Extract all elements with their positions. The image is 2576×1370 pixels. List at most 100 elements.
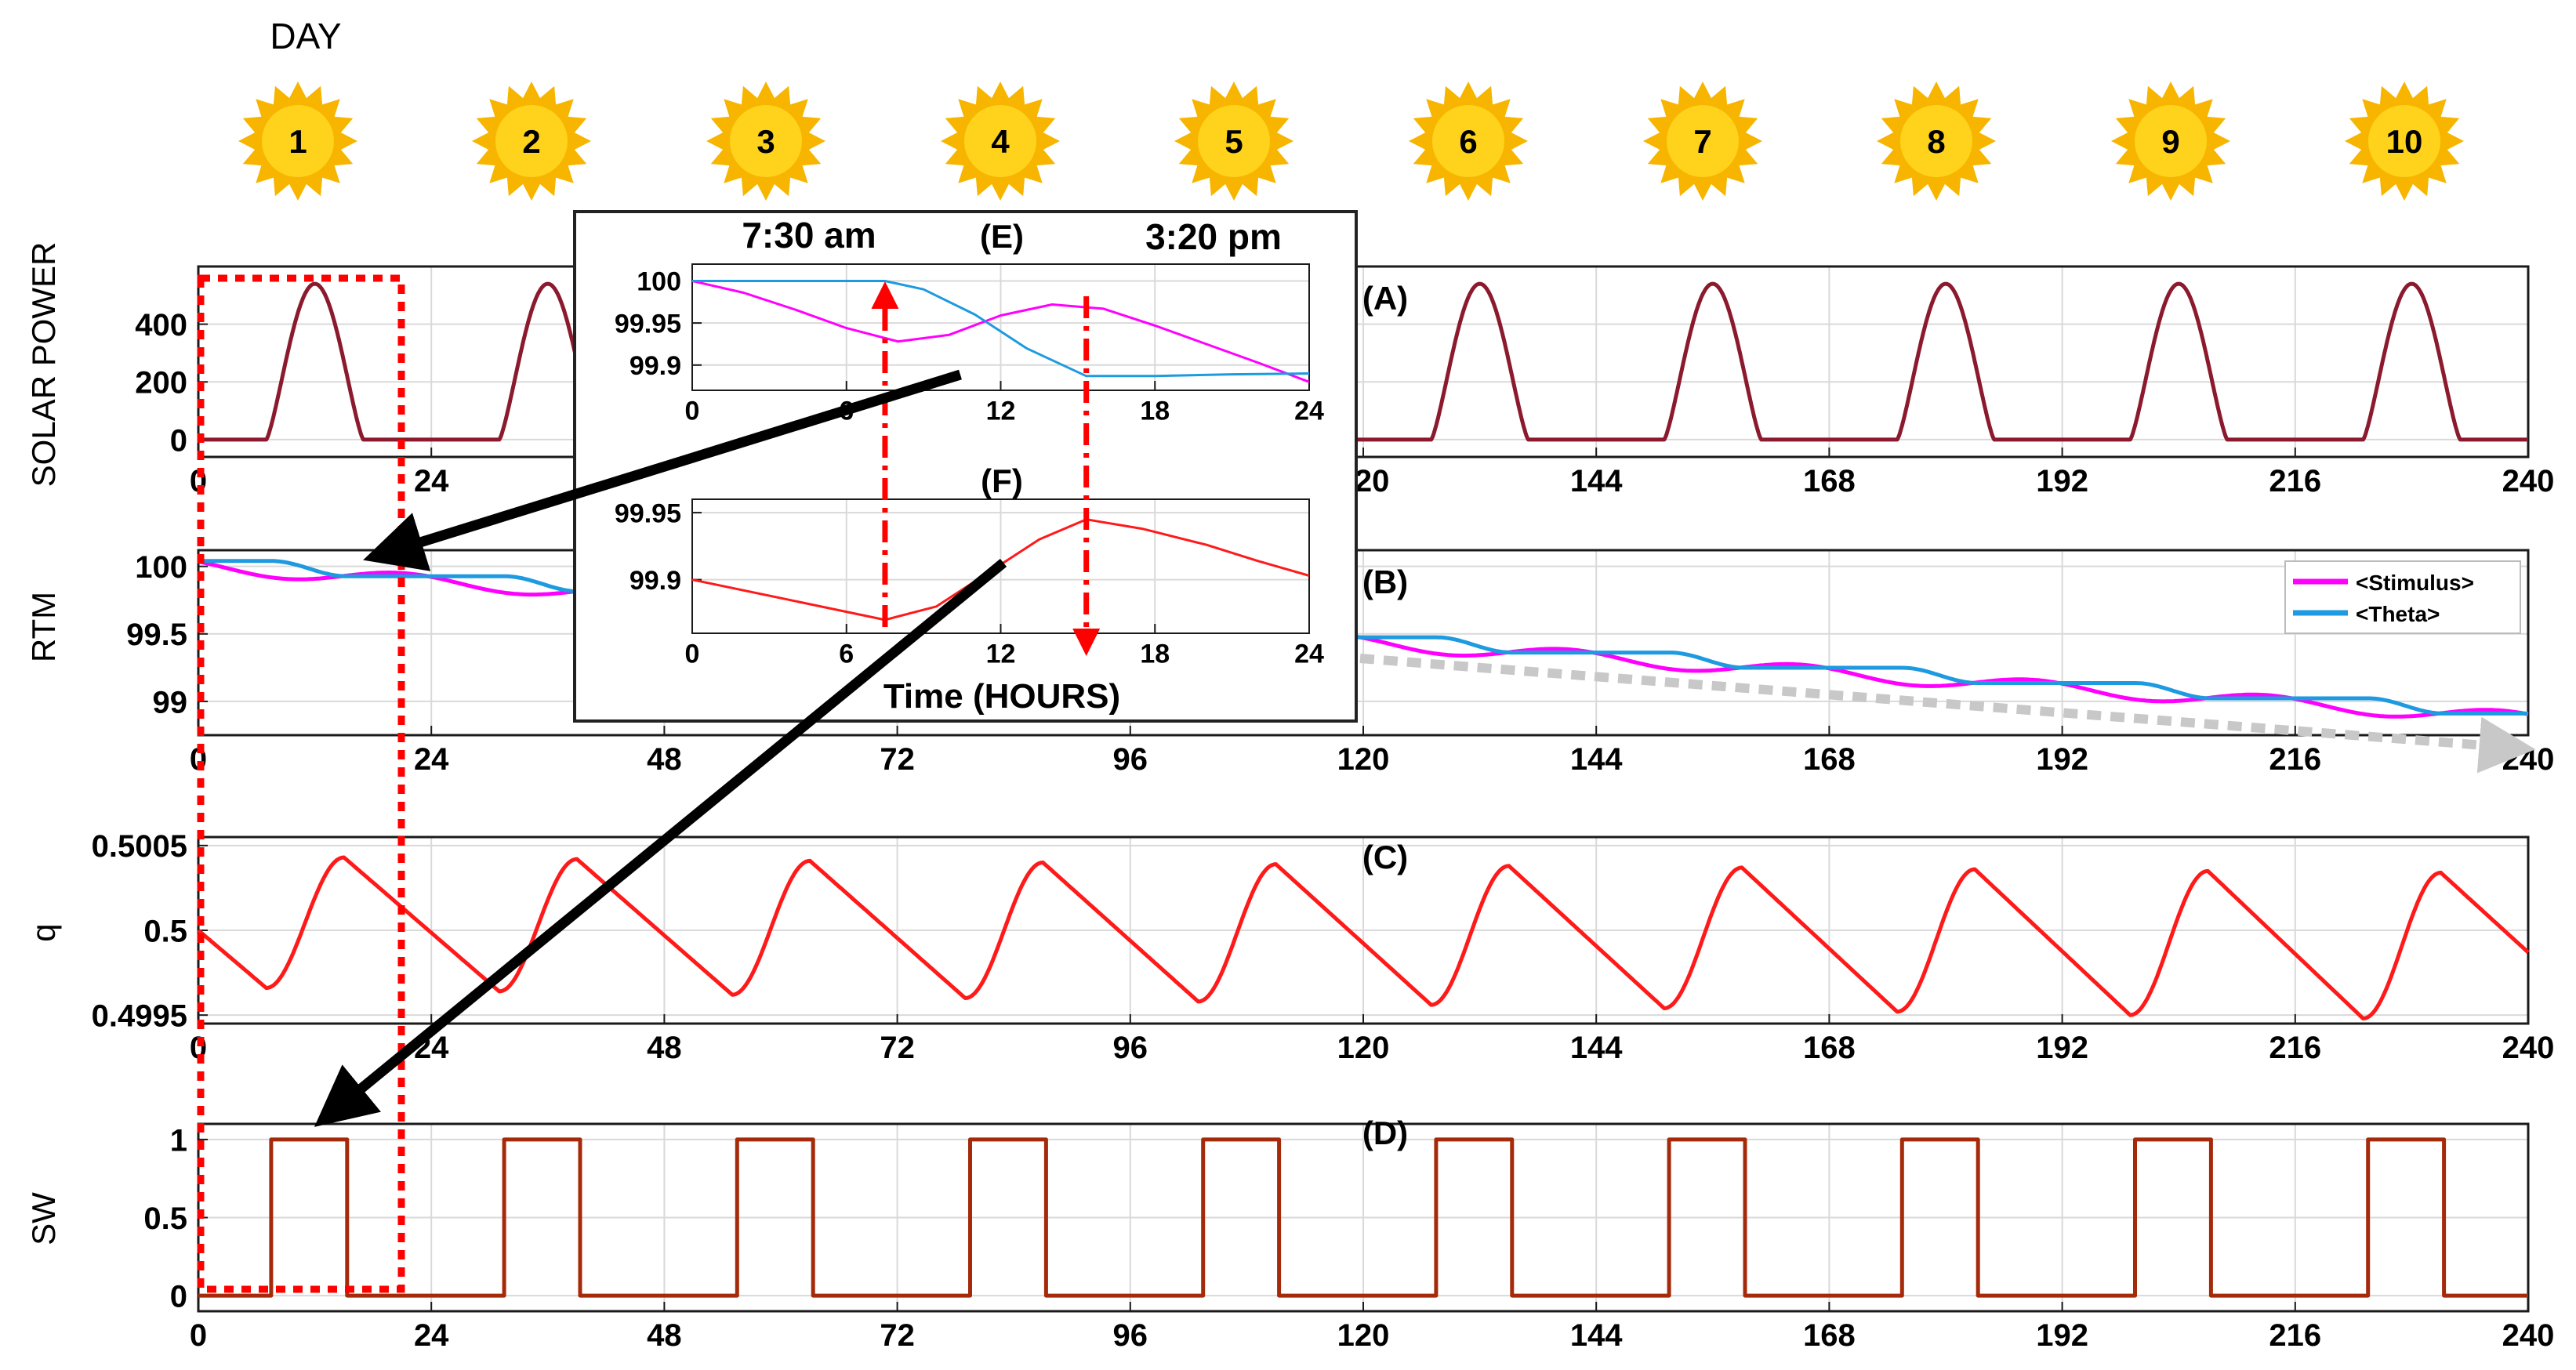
- x-tick-label: 192: [2036, 1318, 2088, 1353]
- sun-disc: [964, 105, 1036, 177]
- y-tick-label: 99.9: [629, 351, 681, 381]
- y-tick-label: 99.95: [615, 309, 681, 339]
- y-tick-label: 0.5: [143, 914, 187, 948]
- x-tick-label: 24: [414, 464, 449, 498]
- x-axis-label: Time (HOURS): [883, 677, 1120, 716]
- y-axis-label: SW: [25, 1192, 62, 1245]
- x-tick-label: 168: [1803, 1318, 1856, 1353]
- x-tick-label: 72: [880, 1031, 915, 1065]
- q-line: [691, 518, 1310, 622]
- x-tick-label: 0: [685, 639, 700, 669]
- pointer-arrow-f: [314, 558, 1007, 1127]
- time-annotation-right: 3:20 pm: [1145, 216, 1282, 257]
- y-tick-label: 0.5005: [92, 829, 187, 864]
- sun-disc: [730, 105, 802, 177]
- y-tick-label: 99: [153, 685, 188, 719]
- sun-icon: 3: [706, 82, 825, 201]
- x-tick-label: 24: [414, 742, 449, 777]
- sun-day-number: 2: [522, 123, 540, 160]
- day1-highlight-box: [197, 274, 405, 1293]
- stimulus-line: [691, 280, 1310, 383]
- y-tick-label: 99.5: [126, 618, 187, 652]
- y-tick-label: 100: [135, 550, 187, 585]
- x-tick-label: 240: [2502, 1318, 2555, 1353]
- panel-e-label: (E): [980, 218, 1024, 255]
- x-tick-label: 144: [1570, 1318, 1623, 1353]
- y-tick-label: 0: [170, 423, 187, 458]
- y-tick-label: 0.4995: [92, 999, 187, 1034]
- x-tick-label: 24: [1294, 639, 1324, 669]
- legend-box: [2284, 560, 2521, 634]
- x-tick-label: 168: [1803, 1031, 1856, 1065]
- sun-disc: [1667, 105, 1739, 177]
- sun-day-number: 9: [2161, 123, 2179, 160]
- sun-row: 1 2 3 4 5 6 7 8 9 10: [238, 82, 2464, 201]
- x-tick-label: 12: [986, 396, 1016, 426]
- x-tick-label: 18: [1140, 396, 1170, 426]
- y-tick-label: 100: [637, 267, 681, 297]
- x-tick-label: 120: [1337, 1031, 1390, 1065]
- pointer-arrow-e: [363, 369, 962, 571]
- x-tick-label: 48: [647, 1031, 682, 1065]
- x-tick-label: 72: [880, 1318, 915, 1353]
- x-tick-label: 216: [2269, 1031, 2321, 1065]
- sun-icon: 5: [1174, 82, 1293, 201]
- x-tick-label: 72: [880, 742, 915, 777]
- y-tick-label: 1: [170, 1123, 187, 1158]
- panel-c-label: (C): [1362, 839, 1408, 875]
- legend-entry: <Theta>: [2356, 602, 2440, 626]
- x-tick-label: 48: [647, 742, 682, 777]
- x-tick-label: 96: [1113, 1318, 1148, 1353]
- inset-f: 0 6 12 18 24 99.9 99.95 (F) Time (HOURS): [615, 462, 1324, 716]
- x-tick-label: 120: [1337, 1318, 1390, 1353]
- x-tick-label: 24: [1294, 396, 1324, 426]
- x-tick-label: 0: [685, 396, 700, 426]
- y-tick-label: 99.9: [629, 566, 681, 596]
- x-tick-label: 240: [2502, 1031, 2555, 1065]
- y-axis-label: q: [25, 923, 62, 941]
- theta-line: [692, 280, 1310, 378]
- sun-day-number: 6: [1459, 123, 1477, 160]
- sun-day-number: 10: [2386, 123, 2423, 160]
- sun-disc: [1432, 105, 1504, 177]
- sun-day-number: 8: [1927, 123, 1945, 160]
- panel-c-q: 0 24 48 72 96 120 144 168 192 216 2400.49950.50.50…: [25, 829, 2554, 1065]
- x-tick-label: 216: [2269, 464, 2321, 498]
- legend-entry: <Stimulus>: [2356, 571, 2474, 595]
- y-axis-label: SOLAR POWER: [25, 242, 62, 487]
- panel-d-label: (D): [1362, 1114, 1408, 1151]
- y-tick-label: 0.5: [143, 1201, 187, 1236]
- sun-day-number: 1: [288, 123, 307, 160]
- sun-icon: 9: [2111, 82, 2230, 201]
- x-tick-label: 216: [2269, 742, 2321, 777]
- x-tick-label: 168: [1803, 742, 1856, 777]
- sun-icon: 1: [238, 82, 357, 201]
- sun-disc: [1900, 105, 1972, 177]
- inset-panel: 0 6 12 18 24 99.9 99.95 100 (E) 7:30 am 3:20 pm 0 6 1…: [573, 210, 1358, 723]
- panel-a-label: (A): [1362, 280, 1408, 317]
- x-tick-label: 240: [2502, 464, 2555, 498]
- sun-day-number: 5: [1225, 123, 1243, 160]
- x-tick-label: 0: [190, 1318, 207, 1353]
- x-tick-label: 96: [1113, 1031, 1148, 1065]
- sun-icon: 4: [941, 82, 1060, 201]
- y-tick-label: 400: [135, 308, 187, 342]
- sun-day-number: 3: [756, 123, 775, 160]
- panel-b-label: (B): [1362, 564, 1408, 600]
- x-tick-label: 24: [414, 1318, 449, 1353]
- x-tick-label: 120: [1337, 742, 1390, 777]
- trend-arrow: [1359, 654, 2536, 774]
- x-tick-label: 192: [2036, 1031, 2088, 1065]
- panel-f-label: (F): [981, 462, 1023, 499]
- x-tick-label: 192: [2036, 742, 2088, 777]
- x-tick-label: 18: [1140, 639, 1170, 669]
- sun-disc: [1198, 105, 1270, 177]
- x-tick-label: 168: [1803, 464, 1856, 498]
- y-axis-label: RTM: [25, 592, 62, 662]
- x-tick-label: 216: [2269, 1318, 2321, 1353]
- sun-day-number: 7: [1693, 123, 1711, 160]
- y-tick-label: 99.95: [615, 498, 681, 528]
- sun-icon: 2: [472, 82, 591, 201]
